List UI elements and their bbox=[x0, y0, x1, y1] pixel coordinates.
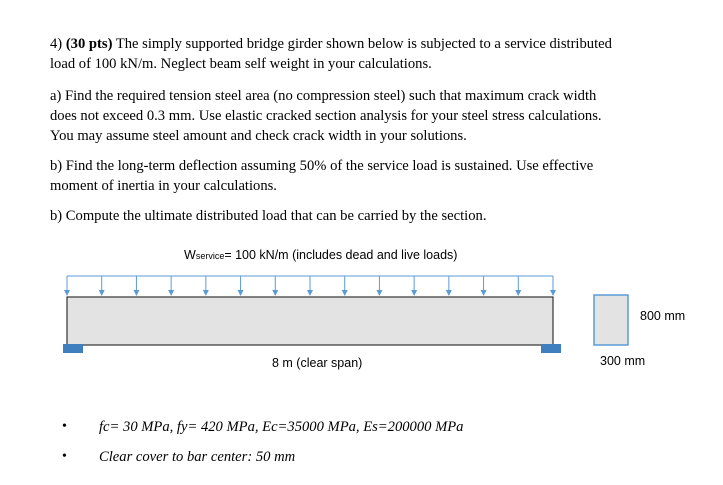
left-support bbox=[63, 344, 83, 353]
part-a-line: does not exceed 0.3 mm. Use elastic crac… bbox=[50, 108, 602, 124]
load-arrow-head bbox=[411, 290, 418, 296]
cross-section bbox=[593, 294, 629, 346]
load-arrow-head bbox=[133, 290, 140, 296]
part-b-line: b) Find the long-term deflection assumin… bbox=[50, 158, 594, 174]
load-arrow-head bbox=[550, 290, 556, 296]
part-c-line: b) Compute the ultimate distributed load… bbox=[50, 208, 487, 224]
load-arrow-head bbox=[480, 290, 487, 296]
part-b-line: moment of inertia in your calculations. bbox=[50, 178, 277, 194]
problem-title-line-1: 4) (30 pts) The simply supported bridge … bbox=[50, 36, 612, 52]
problem-statement: 4) (30 pts) The simply supported bridge … bbox=[50, 34, 690, 74]
part-a-line: You may assume steel amount and check cr… bbox=[50, 128, 467, 144]
material-properties: fc= 30 MPa, fy= 420 MPa, Ec=35000 MPa, E… bbox=[99, 419, 464, 435]
points-label: (30 pts) bbox=[65, 36, 113, 52]
load-arrow-head bbox=[445, 290, 452, 296]
load-label: Wservice= 100 kN/m (includes dead and li… bbox=[184, 248, 458, 262]
load-arrow-head bbox=[64, 290, 70, 296]
load-arrow-head bbox=[272, 290, 279, 296]
part-c: b) Compute the ultimate distributed load… bbox=[50, 206, 690, 226]
part-a: a) Find the required tension steel area … bbox=[50, 86, 690, 146]
load-arrow-head bbox=[98, 290, 105, 296]
load-arrow-head bbox=[515, 290, 522, 296]
distributed-load-arrows bbox=[64, 275, 556, 296]
right-support bbox=[541, 344, 561, 353]
load-arrow-head bbox=[168, 290, 175, 296]
section-depth-label: 800 mm bbox=[640, 309, 686, 323]
problem-title-line-2: load of 100 kN/m. Neglect beam self weig… bbox=[50, 56, 432, 72]
load-arrow-head bbox=[376, 290, 383, 296]
part-a-line: a) Find the required tension steel area … bbox=[50, 88, 597, 104]
clear-cover: Clear cover to bar center: 50 mm bbox=[99, 449, 296, 465]
load-arrow-head bbox=[202, 290, 209, 296]
part-b: b) Find the long-term deflection assumin… bbox=[50, 156, 690, 196]
load-arrow-head bbox=[307, 290, 313, 296]
span-label: 8 m (clear span) bbox=[272, 356, 363, 370]
beam-elevation bbox=[66, 296, 554, 346]
bullet-icon: • bbox=[62, 419, 67, 434]
section-width-label: 300 mm bbox=[600, 354, 646, 368]
bullet-icon: • bbox=[62, 449, 67, 464]
load-arrow-head bbox=[237, 290, 244, 296]
load-arrow-head bbox=[341, 290, 348, 296]
